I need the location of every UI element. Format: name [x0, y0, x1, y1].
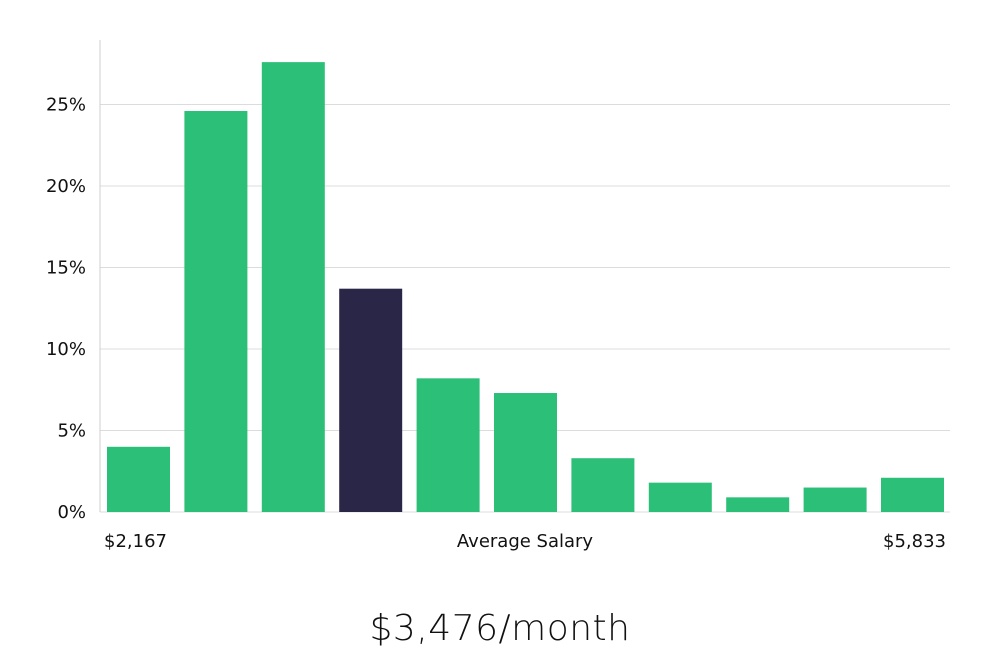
bars — [107, 62, 944, 513]
bar — [416, 378, 480, 512]
x-label-min: $2,167 — [104, 531, 167, 552]
bar — [571, 458, 635, 512]
bar — [726, 497, 790, 512]
x-label-max: $5,833 — [883, 531, 946, 552]
y-tick-labels: 0% 5% 10% 15% 20% 25% — [46, 95, 86, 524]
bar — [803, 487, 867, 512]
bar — [107, 446, 170, 512]
y-tick-label: 20% — [46, 176, 86, 197]
average-salary-value: $3,476/month — [369, 608, 631, 649]
bar — [261, 62, 325, 513]
salary-distribution-chart: 0% 5% 10% 15% 20% 25% $2,167 Average Salary $… — [46, 40, 950, 552]
bar — [184, 111, 248, 513]
y-tick-label: 10% — [46, 339, 86, 360]
y-tick-label: 5% — [57, 421, 86, 442]
y-tick-label: 25% — [46, 95, 86, 116]
y-tick-label: 0% — [57, 502, 86, 523]
bar — [881, 477, 944, 512]
bar-highlighted — [339, 288, 403, 512]
y-tick-label: 15% — [46, 258, 86, 279]
x-axis-title: Average Salary — [457, 531, 594, 552]
bar — [494, 393, 557, 512]
bar — [648, 482, 712, 512]
